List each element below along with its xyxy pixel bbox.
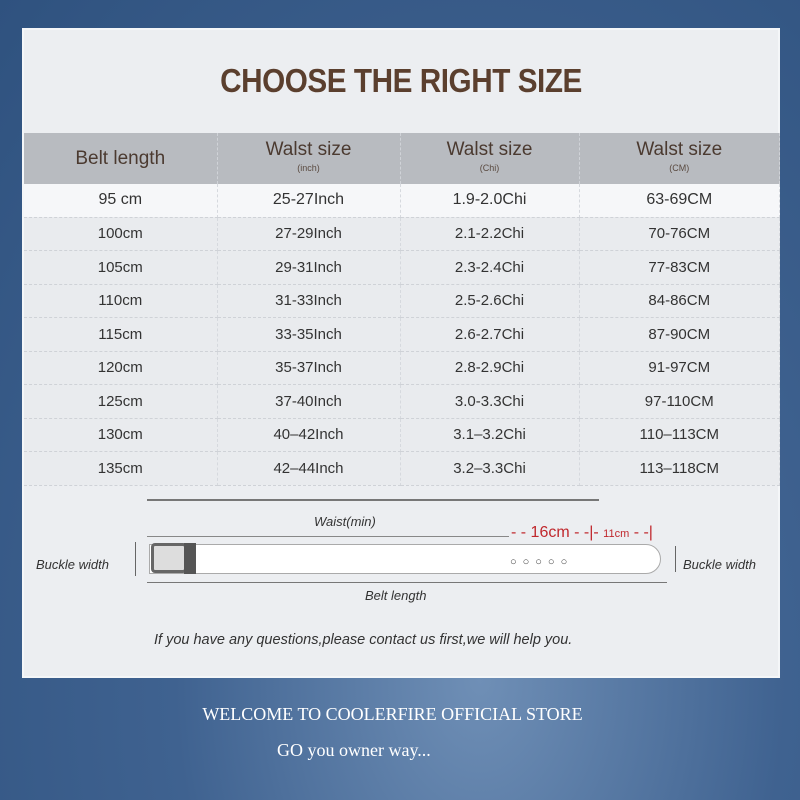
table-cell: 70-76CM <box>579 217 780 251</box>
table-row: 110cm 31-33Inch 2.5-2.6Chi 84-86CM <box>24 284 780 318</box>
table-row: 130cm 40–42Inch 3.1–3.2Chi 110–113CM <box>24 418 780 452</box>
buckle-width-left-line <box>135 542 136 576</box>
belt-length-label: Belt length <box>365 588 427 603</box>
table-cell: 33-35Inch <box>217 317 401 352</box>
table-cell: 2.5-2.6Chi <box>400 284 580 318</box>
table-row: 120cm 35-37Inch 2.8-2.9Chi 91-97CM <box>24 351 780 385</box>
page-title: CHOOSE THE RIGHT SIZE <box>220 62 582 99</box>
column-header-unit: (inch) <box>297 162 320 173</box>
welcome-text: WELCOME TO COOLERFIRE OFFICIAL STORE <box>202 704 583 724</box>
table-cell: 120cm <box>24 351 218 385</box>
table-cell: 110cm <box>24 284 218 318</box>
table-cell: 105cm <box>24 250 218 285</box>
table-cell: 29-31Inch <box>217 250 401 285</box>
table-cell: 95 cm <box>24 184 218 218</box>
table-cell: 125cm <box>24 384 218 419</box>
table-row: 115cm 33-35Inch 2.6-2.7Chi 87-90CM <box>24 317 780 352</box>
buckle-icon <box>151 543 187 573</box>
table-cell: 84-86CM <box>579 284 780 318</box>
column-header-label: Belt length <box>75 147 166 169</box>
table-cell: 130cm <box>24 418 218 452</box>
table-cell: 97-110CM <box>579 384 780 419</box>
column-header-unit: (Chi) <box>479 162 500 173</box>
tip-span-value: 11cm <box>603 528 630 540</box>
column-header: Walst size (CM) <box>579 133 780 184</box>
table-cell: 3.0-3.3Chi <box>400 384 580 419</box>
table-cell: 2.8-2.9Chi <box>400 351 580 385</box>
table-cell: 77-83CM <box>579 250 780 285</box>
table-cell: 2.6-2.7Chi <box>400 317 580 352</box>
column-header: Belt length <box>24 133 218 184</box>
table-row: 135cm 42–44Inch 3.2–3.3Chi 113–118CM <box>24 451 780 486</box>
table-cell: 31-33Inch <box>217 284 401 318</box>
table-cell: 63-69CM <box>579 184 780 218</box>
table-cell: 1.9-2.0Chi <box>400 184 580 218</box>
table-cell: 113–118CM <box>579 451 780 486</box>
table-cell: 110–113CM <box>579 418 780 452</box>
buckle-width-right-line <box>675 546 676 572</box>
slogan-text: GO you owner way... <box>277 740 431 760</box>
buckle-keeper <box>184 543 196 574</box>
table-row: 95 cm 25-27Inch 1.9-2.0Chi 63-69CM <box>24 184 780 218</box>
table-cell: 3.2–3.3Chi <box>400 451 580 486</box>
table-header-row: Belt length Walst size (inch) Walst size (Ch… <box>24 133 780 184</box>
table-cell: 42–44Inch <box>217 451 401 486</box>
table-cell: 40–42Inch <box>217 418 401 452</box>
waist-label: Waist(min) <box>314 514 376 529</box>
size-chart-panel: CHOOSE THE RIGHT SIZE Belt length Walst s… <box>22 28 780 678</box>
table-cell: 25-27Inch <box>217 184 401 218</box>
buckle-width-left-label: Buckle width <box>36 557 109 572</box>
table-cell: 91-97CM <box>579 351 780 385</box>
column-header-unit: (CM) <box>669 162 690 173</box>
table-cell: 3.1–3.2Chi <box>400 418 580 452</box>
belt-illustration <box>149 544 661 574</box>
column-header-label: Walst size <box>446 138 533 160</box>
table-cell: 2.1-2.2Chi <box>400 217 580 251</box>
size-table: Belt length Walst size (inch) Walst size (Ch… <box>24 133 780 486</box>
column-header-label: Walst size <box>636 138 723 160</box>
table-cell: 37-40Inch <box>217 384 401 419</box>
belt-length-line <box>147 582 667 583</box>
waist-measure-line <box>147 499 599 501</box>
table-cell: 115cm <box>24 317 218 352</box>
column-header: Walst size (Chi) <box>400 133 580 184</box>
belt-holes: ○○○○○ <box>510 556 574 568</box>
buckle-width-right-label: Buckle width <box>683 557 756 572</box>
column-header: Walst size (inch) <box>217 133 401 184</box>
waist-min-line <box>147 536 509 537</box>
table-row: 125cm 37-40Inch 3.0-3.3Chi 97-110CM <box>24 384 780 419</box>
table-row: 105cm 29-31Inch 2.3-2.4Chi 77-83CM <box>24 250 780 285</box>
table-cell: 27-29Inch <box>217 217 401 251</box>
table-cell: 100cm <box>24 217 218 251</box>
contact-note: If you have any questions,please contact… <box>154 632 573 648</box>
hole-span-value: 16cm <box>530 524 570 541</box>
table-cell: 35-37Inch <box>217 351 401 385</box>
table-cell: 2.3-2.4Chi <box>400 250 580 285</box>
table-cell: 87-90CM <box>579 317 780 352</box>
hole-span-label: - - 16cm - -|- 11cm - -| <box>511 524 653 541</box>
column-header-label: Walst size <box>265 138 352 160</box>
table-row: 100cm 27-29Inch 2.1-2.2Chi 70-76CM <box>24 217 780 251</box>
table-cell: 135cm <box>24 451 218 486</box>
